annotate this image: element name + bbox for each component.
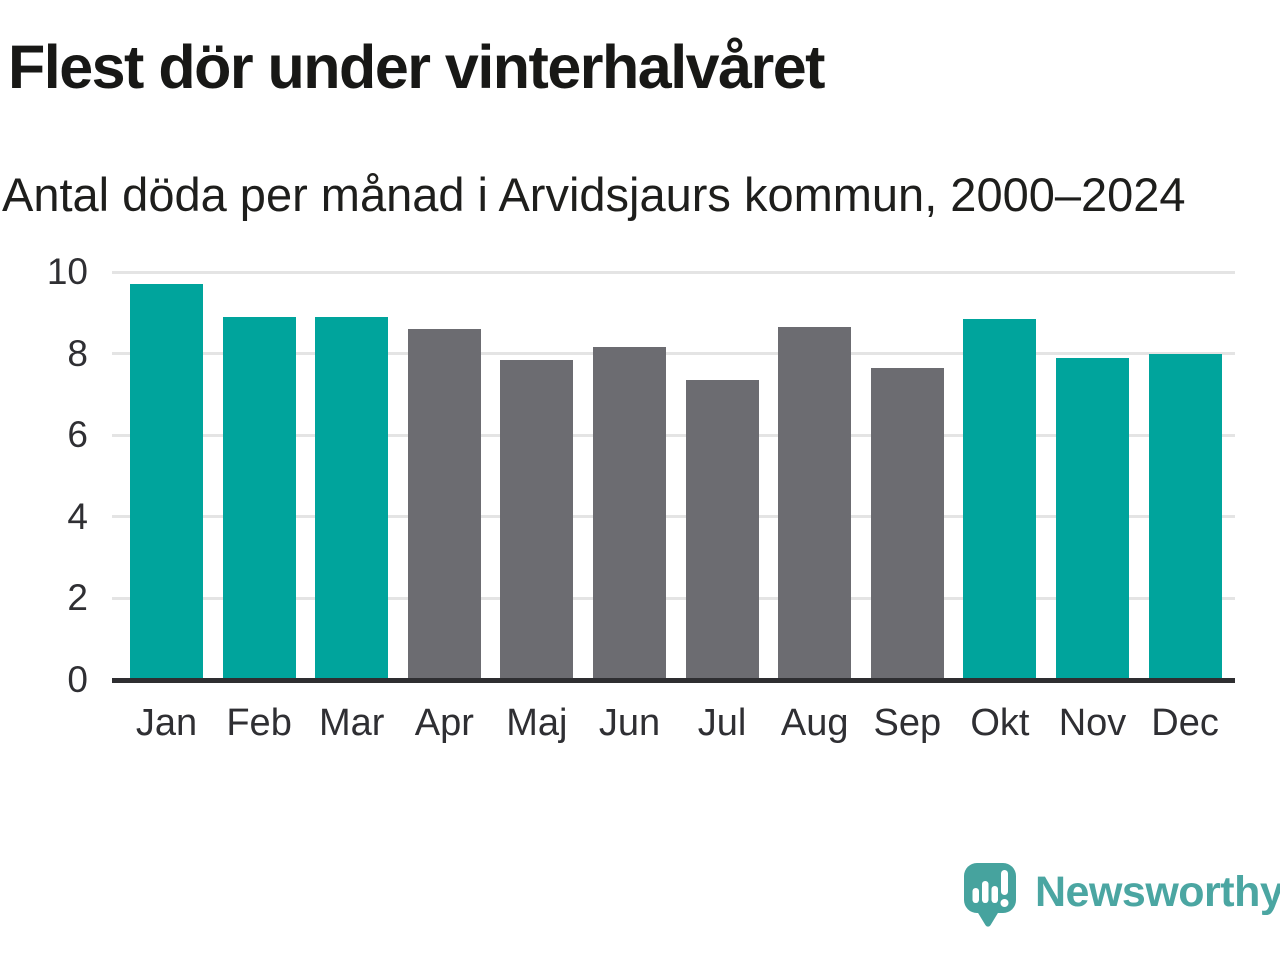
gridline-10 [112, 270, 1235, 274]
bar-jun [593, 347, 666, 680]
chart-subtitle: Antal döda per månad i Arvidsjaurs kommu… [2, 168, 1186, 221]
newsworthy-logo: Newsworthy [963, 862, 1280, 932]
y-label-10: 10 [46, 251, 88, 292]
bar-nov [1056, 357, 1129, 680]
bar-maj [500, 359, 574, 680]
gridline-4 [112, 515, 1235, 519]
gridline-2 [112, 596, 1235, 600]
x-axis-line [112, 678, 1235, 683]
x-label-nov: Nov [1058, 702, 1127, 744]
bar-feb [222, 316, 296, 680]
chart-title: Flest dör under vinterhalvåret [8, 33, 826, 101]
x-label-mar: Mar [318, 702, 385, 744]
x-label-dec: Dec [1151, 702, 1219, 744]
x-label-jan: Jan [135, 702, 198, 744]
plot-area [112, 270, 1235, 683]
bar-okt [963, 318, 1037, 680]
y-label-2: 2 [67, 577, 88, 619]
bar-jul [685, 380, 759, 680]
bar-apr [407, 329, 481, 680]
y-label-8: 8 [67, 332, 88, 374]
x-label-okt: Okt [970, 702, 1030, 744]
x-label-maj: Maj [506, 702, 568, 744]
gridline-6 [112, 433, 1235, 437]
bar-sep [870, 367, 944, 680]
x-label-jun: Jun [598, 702, 661, 744]
newsworthy-logo-icon [964, 863, 1016, 927]
y-label-4: 4 [67, 495, 88, 537]
x-label-sep: Sep [873, 702, 942, 744]
y-axis-labels: 0 2 4 6 8 10 [0, 251, 88, 700]
y-label-0: 0 [67, 659, 88, 700]
bar-jan [130, 284, 203, 680]
bar-aug [778, 327, 852, 680]
y-label-6: 6 [67, 414, 88, 456]
x-label-jul: Jul [697, 702, 747, 744]
newsworthy-logo-text: Newsworthy [1035, 868, 1280, 916]
bar-mar [315, 316, 389, 680]
x-axis-labels: Jan Feb Mar Apr Maj Jun Jul Aug Sep Okt Nov Dec [112, 700, 1235, 750]
x-label-apr: Apr [414, 702, 474, 744]
x-label-aug: Aug [780, 702, 849, 744]
x-label-feb: Feb [226, 702, 292, 744]
gridline-8 [112, 352, 1235, 356]
bar-dec [1148, 353, 1222, 680]
